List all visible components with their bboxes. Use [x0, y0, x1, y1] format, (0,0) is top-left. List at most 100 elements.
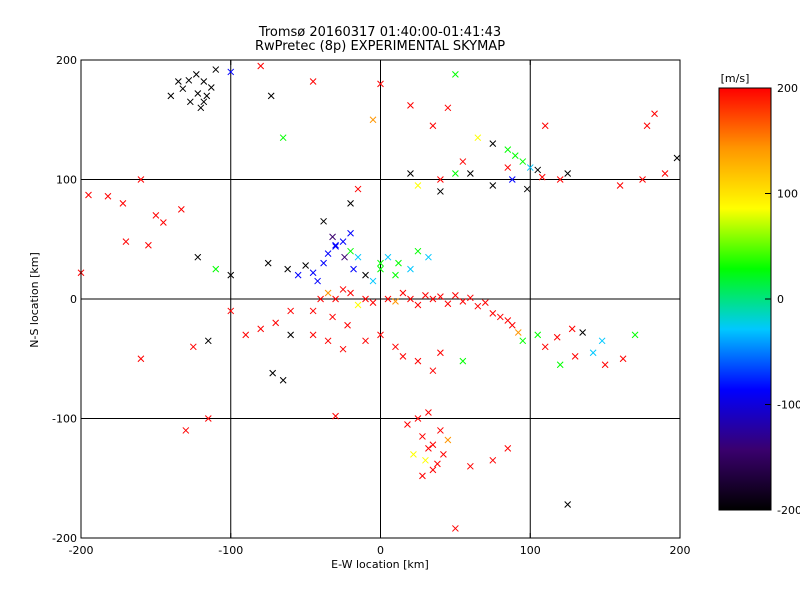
data-point-cross	[212, 66, 220, 73]
data-point-cross	[324, 289, 332, 297]
data-point-cross	[392, 343, 399, 351]
data-point-cross	[429, 466, 437, 474]
data-point-cross	[227, 68, 235, 76]
data-point-cross	[440, 450, 447, 458]
data-point-cross	[414, 415, 422, 422]
data-point-cross	[309, 307, 317, 315]
data-point-cross	[377, 265, 384, 273]
data-point-cross	[332, 412, 339, 420]
data-point-cross	[152, 211, 160, 219]
data-point-cross	[227, 307, 235, 315]
data-point-cross	[177, 206, 185, 213]
data-point-cross	[571, 353, 579, 360]
data-point-cross	[377, 331, 384, 339]
data-point-cross	[192, 70, 200, 78]
data-point-cross	[504, 445, 512, 452]
data-point-cross	[347, 229, 354, 237]
data-point-cross	[194, 253, 202, 261]
y-tick-label: -100	[52, 413, 77, 426]
data-point-cross	[137, 176, 145, 183]
plot-area: -200 -100 0 100 200 -200 -100 0 100 200	[52, 54, 690, 557]
data-point-cross	[207, 84, 215, 91]
data-point-cross	[272, 319, 280, 327]
data-point-cross	[200, 78, 208, 85]
x-axis-label: E-W location [km]	[331, 558, 429, 571]
data-point-cross	[425, 445, 432, 452]
data-point-cross	[419, 433, 426, 440]
data-point-cross	[481, 299, 489, 306]
data-point-cross	[466, 294, 474, 302]
data-point-cross	[85, 191, 92, 199]
data-point-cross	[189, 343, 197, 351]
data-point-cross	[392, 298, 399, 305]
data-point-cross	[661, 170, 669, 177]
colorbar-tick-label: -100	[777, 399, 800, 412]
data-point-cross	[317, 295, 324, 303]
data-point-cross	[320, 259, 327, 267]
y-axis-ticks: -200 -100 0 100 200	[52, 54, 680, 545]
data-point-cross	[538, 173, 546, 181]
data-point-cross	[541, 343, 549, 351]
data-point-cross	[347, 247, 354, 255]
data-point-cross	[227, 271, 235, 279]
data-point-cross	[104, 192, 112, 200]
data-point-cross	[598, 337, 606, 345]
data-point-cross	[329, 233, 336, 241]
colorbar-tick-label: -200	[777, 504, 800, 517]
data-point-cross	[369, 116, 377, 124]
data-point-cross	[429, 122, 437, 130]
data-point-cross	[287, 331, 295, 339]
data-point-cross	[508, 176, 516, 183]
data-point-cross	[589, 349, 597, 357]
data-point-cross	[269, 369, 277, 377]
data-point-cross	[631, 331, 639, 339]
x-tick-label: -100	[218, 544, 243, 557]
data-point-cross	[392, 271, 399, 279]
data-point-cross	[284, 265, 292, 273]
data-point-cross	[414, 301, 422, 309]
data-point-cross	[242, 331, 250, 339]
data-point-cross	[194, 90, 202, 97]
data-point-cross	[399, 289, 407, 297]
data-point-cross	[339, 238, 347, 245]
data-point-cross	[526, 164, 534, 171]
data-point-cross	[160, 219, 167, 226]
data-point-cross	[404, 421, 411, 428]
data-point-cross	[474, 302, 482, 310]
data-point-cross	[332, 241, 339, 249]
x-tick-label: -200	[69, 544, 94, 557]
data-point-cross	[347, 289, 354, 297]
y-tick-label: 200	[56, 54, 77, 67]
data-point-cross	[459, 298, 467, 305]
data-point-cross	[369, 277, 377, 285]
data-point-cross	[332, 243, 339, 250]
data-point-cross	[444, 436, 452, 444]
data-point-cross	[639, 176, 646, 183]
data-point-cross	[200, 98, 208, 106]
data-point-cross	[437, 427, 444, 434]
data-point-cross	[504, 146, 512, 153]
data-point-cross	[619, 355, 627, 363]
data-point-cross	[452, 70, 459, 78]
data-point-cross	[384, 253, 392, 261]
data-point-cross	[410, 450, 417, 458]
chart-title: Tromsø 20160317 01:40:00-01:41:43	[258, 25, 501, 40]
data-point-cross	[414, 182, 422, 189]
data-point-cross	[395, 259, 402, 267]
data-point-cross	[377, 80, 384, 88]
data-point-cross	[579, 329, 587, 336]
data-point-cross	[489, 456, 497, 464]
data-point-cross	[332, 295, 339, 303]
data-point-cross	[407, 102, 414, 109]
data-point-cross	[267, 92, 275, 100]
data-point-cross	[119, 200, 127, 207]
data-point-cross	[407, 265, 414, 273]
data-point-cross	[437, 349, 444, 357]
data-point-cross	[437, 188, 444, 195]
y-tick-label: 100	[56, 174, 77, 187]
data-point-cross	[309, 269, 317, 277]
data-point-cross	[324, 337, 332, 345]
x-tick-label: 0	[377, 544, 384, 557]
data-point-cross	[414, 247, 422, 255]
